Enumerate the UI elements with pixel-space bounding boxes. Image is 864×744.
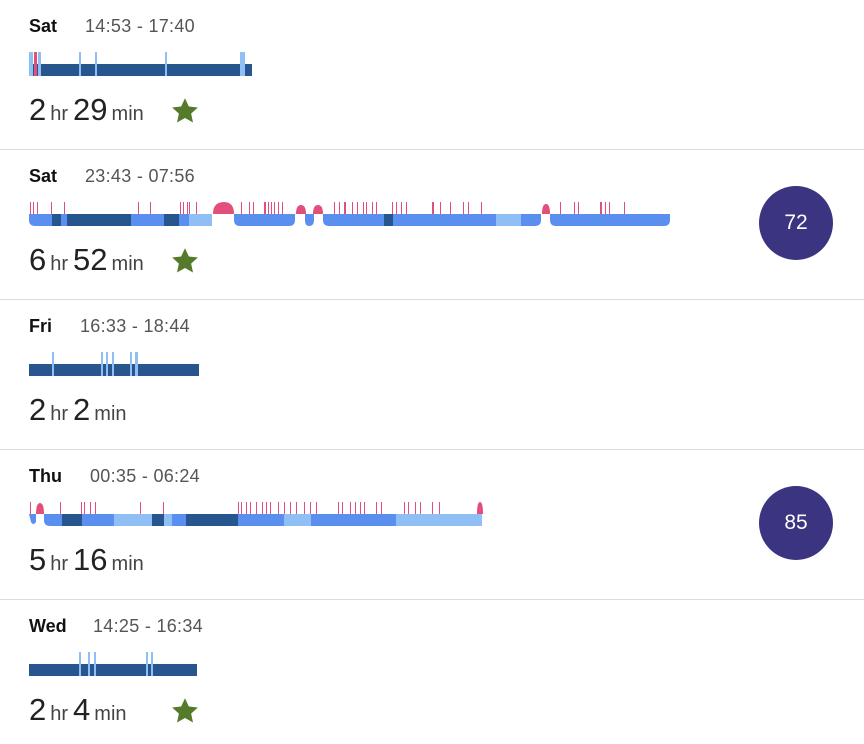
entry-time-range: 16:33 - 18:44 [80,316,190,336]
hours-value: 5 [29,542,47,577]
sleep-stage-bar [29,502,483,526]
minutes-unit: min [111,103,144,125]
entry-time-range: 14:53 - 17:40 [85,16,195,36]
sleep-score-badge[interactable]: 85 [759,486,833,560]
star-icon [172,698,198,723]
sleep-stage-bar [29,202,670,226]
minutes-value: 52 [73,242,108,277]
sleep-entry[interactable]: Sat 14:53 - 17:40 2 hr 29 min [0,0,864,150]
minutes-unit: min [111,553,144,575]
minutes-value: 16 [73,542,108,577]
sleep-score-badge[interactable]: 72 [759,186,833,260]
hours-value: 2 [29,92,47,127]
entry-day: Wed [29,616,67,636]
sleep-duration: 6 hr 52 min [29,242,149,278]
sleep-stage-bar [29,352,199,376]
sleep-duration: 2 hr 4 min [29,692,132,728]
hours-unit: hr [50,703,69,725]
sleep-stage-bar [29,52,252,76]
entry-day: Thu [29,466,62,486]
hours-value: 2 [29,392,47,427]
minutes-value: 2 [73,392,91,427]
minutes-unit: min [111,253,144,275]
minutes-value: 29 [73,92,108,127]
minutes-unit: min [94,703,127,725]
minutes-value: 4 [73,692,91,727]
star-icon [172,248,198,273]
sleep-duration: 2 hr 29 min [29,92,149,128]
hours-unit: hr [50,403,69,425]
entry-day: Fri [29,316,53,336]
sleep-duration: 5 hr 16 min [29,542,149,578]
minutes-unit: min [94,403,127,425]
hours-unit: hr [50,103,69,125]
sleep-entry[interactable]: Sat 23:43 - 07:56 [0,150,864,300]
hours-unit: hr [50,253,69,275]
sleep-entry[interactable]: Fri 16:33 - 18:44 2 hr 2 min [0,300,864,450]
hours-value: 6 [29,242,47,277]
entry-day: Sat [29,16,58,36]
sleep-duration: 2 hr 2 min [29,392,132,428]
sleep-entry[interactable]: Thu 00:35 - 06:24 [0,450,864,600]
hours-unit: hr [50,553,69,575]
star-icon [172,98,198,123]
entry-day: Sat [29,166,58,186]
entry-time-range: 00:35 - 06:24 [90,466,200,486]
sleep-stage-bar [29,652,197,676]
hours-value: 2 [29,692,47,727]
entry-time-range: 23:43 - 07:56 [85,166,195,186]
entry-time-range: 14:25 - 16:34 [93,616,203,636]
sleep-entry[interactable]: Wed 14:25 - 16:34 2 hr 4 min [0,600,864,744]
